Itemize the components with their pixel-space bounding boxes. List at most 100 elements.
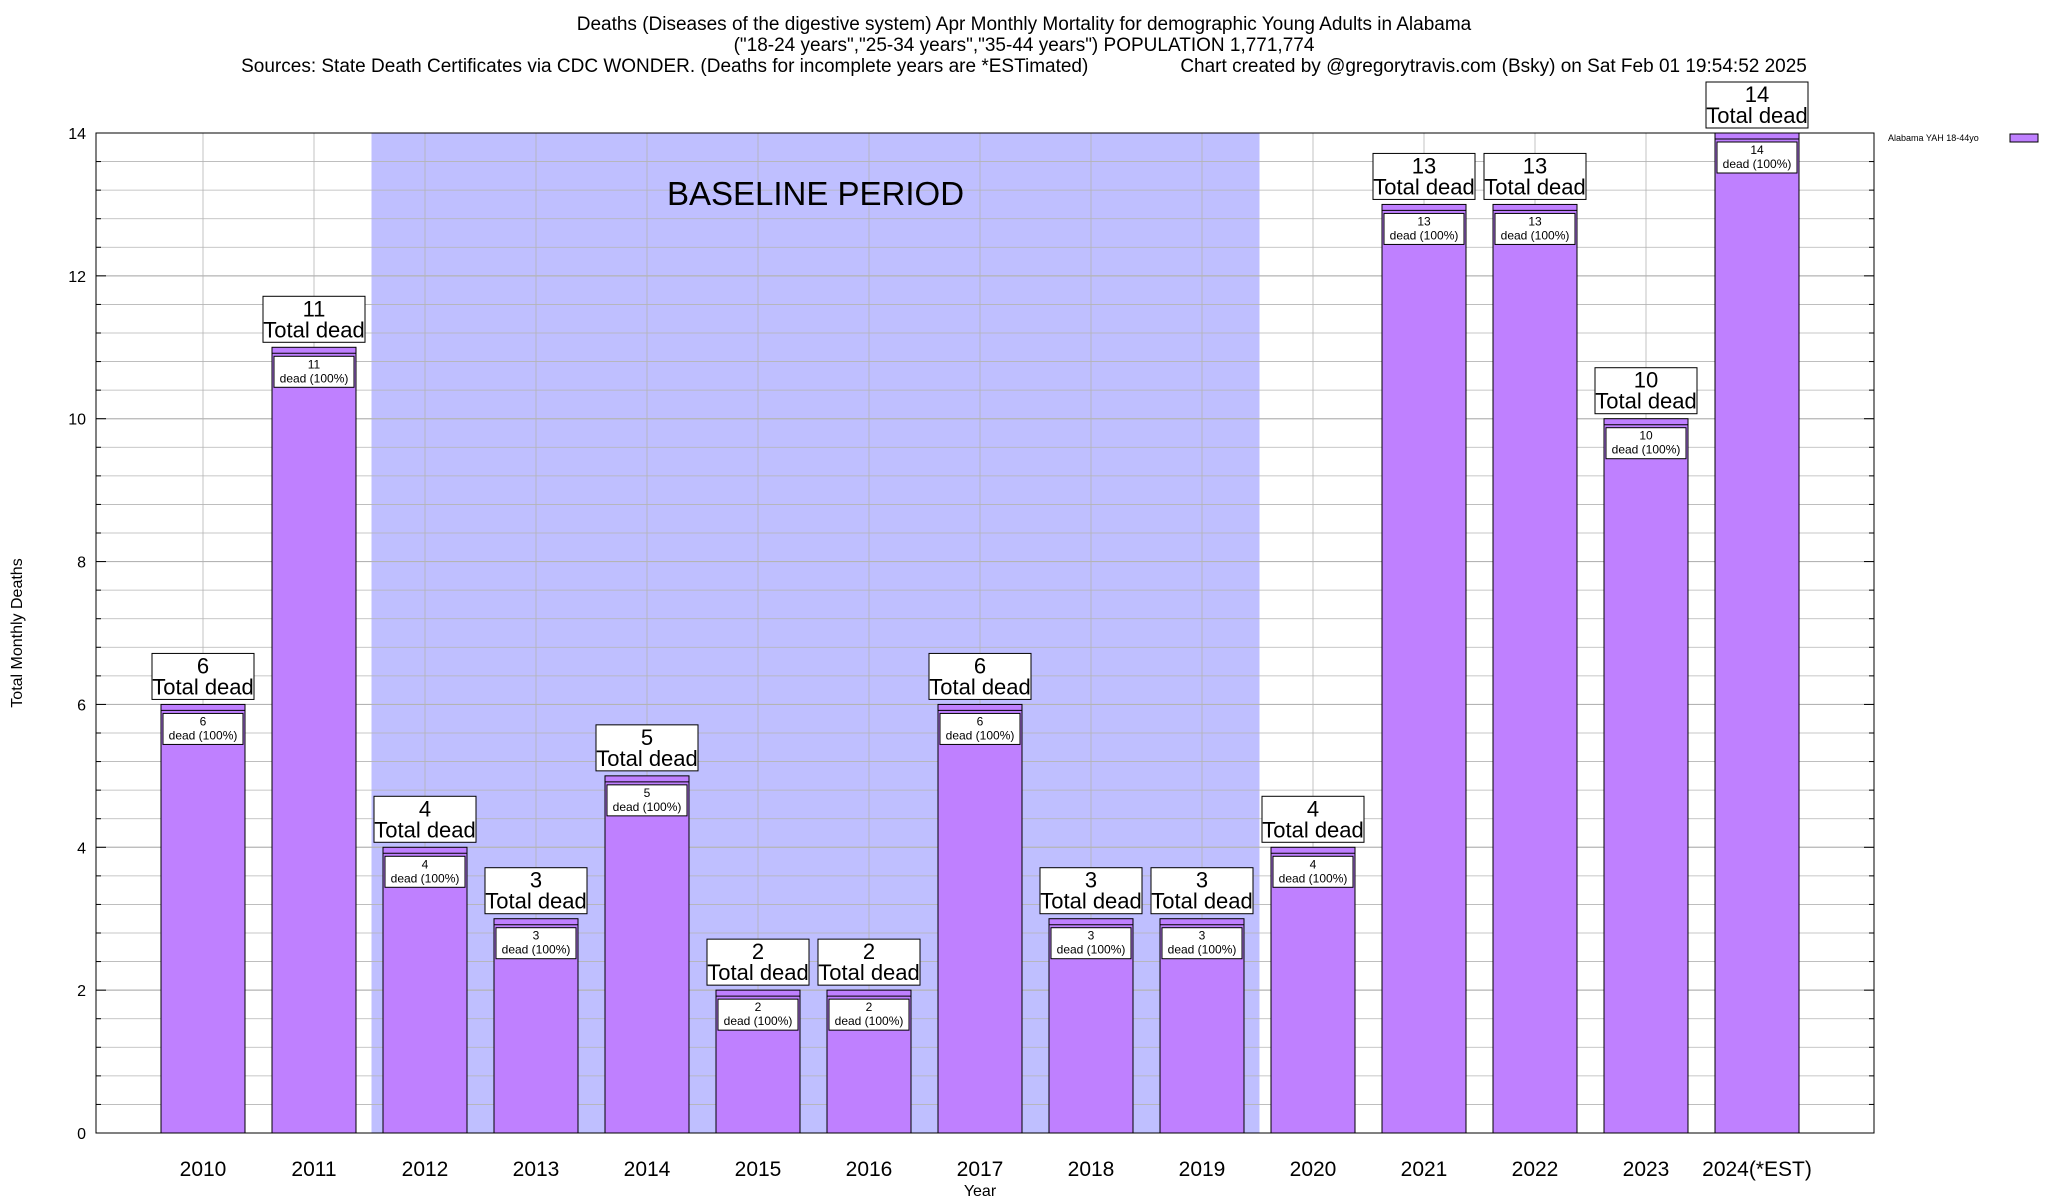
total-label-value: 3 [530,868,542,893]
y-tick-label: 2 [77,983,86,1000]
inner-label-value: 6 [977,714,984,728]
inner-label-box [384,855,466,888]
total-label-text: Total dead [1151,889,1253,914]
total-label-box [1594,367,1698,415]
inner-label-value: 5 [644,786,651,800]
total-label-value: 3 [1196,868,1208,893]
inner-label-value: 13 [1528,214,1542,228]
inner-label-value: 11 [308,357,321,371]
total-label-text: Total dead [1595,389,1697,414]
inner-label-text: dead (100%) [835,1014,904,1028]
legend: Alabama YAH 18-44yo [1888,133,2039,143]
x-category-label: 2021 [1401,1158,1448,1181]
y-tick-label: 4 [77,840,86,857]
chart-source-credit-line: Sources: State Death Certificates via CD… [0,56,2048,77]
inner-label-value: 3 [1199,929,1206,943]
total-label-text: Total dead [263,317,365,342]
total-label-box [1039,867,1143,915]
x-category-label: 2022 [1512,1158,1559,1181]
inner-label-box [273,355,355,388]
inner-label-text: dead (100%) [1723,157,1792,171]
total-label-box [151,652,255,700]
inner-label-text: dead (100%) [280,371,349,385]
inner-label-box [1272,855,1354,888]
legend-label: Alabama YAH 18-44yo [1888,133,1979,143]
total-label-box [928,652,1032,700]
inner-label-text: dead (100%) [1390,228,1459,242]
inner-label-value: 14 [1750,143,1764,157]
inner-label-text: dead (100%) [946,728,1015,742]
total-label-text: Total dead [1373,174,1475,199]
inner-label-box [1383,212,1465,245]
inner-label-value: 2 [755,1000,762,1014]
total-label-value: 6 [197,653,209,678]
inner-label-box [606,784,688,817]
total-label-text: Total dead [1484,174,1586,199]
y-tick-label: 10 [68,412,86,429]
x-category-label: 2014 [624,1158,671,1181]
y-axis-title: Total Monthly Deaths [9,558,26,707]
total-label-box [373,795,477,843]
total-label-value: 13 [1523,153,1547,178]
inner-label-box [495,927,577,960]
x-axis-title: Year [964,1183,997,1200]
total-label-text: Total dead [374,817,476,842]
y-tick-label: 6 [77,697,86,714]
inner-label-text: dead (100%) [1612,443,1681,457]
x-category-label: 2015 [735,1158,782,1181]
chart-subtitle: ("18-24 years","25-34 years","35-44 year… [733,35,1315,56]
bar [1270,846,1356,1134]
total-label-text: Total dead [1706,103,1808,128]
total-label-value: 2 [752,939,764,964]
total-label-text: Total dead [929,674,1031,699]
inner-label-value: 4 [422,857,429,871]
inner-label-text: dead (100%) [724,1014,793,1028]
x-category-label: 2019 [1179,1158,1226,1181]
total-label-text: Total dead [152,674,254,699]
total-label-text: Total dead [596,746,698,771]
chart-title-block: Deaths (Diseases of the digestive system… [0,14,2048,77]
inner-label-box [717,998,799,1031]
inner-label-box [828,998,910,1031]
y-tick-label: 14 [68,126,86,143]
total-label-box [262,295,366,343]
bar [604,775,690,1134]
inner-label-text: dead (100%) [1279,871,1348,885]
y-tick-label: 8 [77,555,86,572]
total-label-text: Total dead [818,960,920,985]
chart-source-note: Sources: State Death Certificates via CD… [241,56,1089,77]
inner-label-text: dead (100%) [613,800,682,814]
total-label-value: 14 [1745,82,1769,107]
inner-label-box [1161,927,1243,960]
inner-label-text: dead (100%) [1057,943,1126,957]
total-label-value: 4 [419,796,431,821]
inner-label-text: dead (100%) [169,728,238,742]
bar [1603,418,1689,1134]
total-label-value: 13 [1412,153,1436,178]
total-label-box [1150,867,1254,915]
total-label-box [1261,795,1365,843]
y-tick-label: 0 [77,1126,86,1143]
x-category-label: 2018 [1068,1158,1115,1181]
bar [1714,132,1800,1134]
inner-label-text: dead (100%) [391,871,460,885]
total-label-text: Total dead [1262,817,1364,842]
total-label-value: 6 [974,653,986,678]
total-label-box [484,867,588,915]
x-category-label: 2011 [291,1158,336,1181]
total-label-value: 3 [1085,868,1097,893]
total-label-value: 10 [1634,368,1658,393]
inner-label-text: dead (100%) [1501,228,1570,242]
inner-label-value: 6 [200,714,207,728]
bar [1381,203,1467,1134]
bar [937,703,1023,1134]
bar [160,703,246,1134]
x-category-label: 2017 [957,1158,1004,1181]
inner-label-value: 3 [1088,929,1095,943]
x-category-label: 2016 [846,1158,893,1181]
x-category-label: 2024(*EST) [1702,1158,1812,1181]
chart-title: Deaths (Diseases of the digestive system… [576,14,1472,35]
bar [1492,203,1578,1134]
total-label-text: Total dead [485,889,587,914]
